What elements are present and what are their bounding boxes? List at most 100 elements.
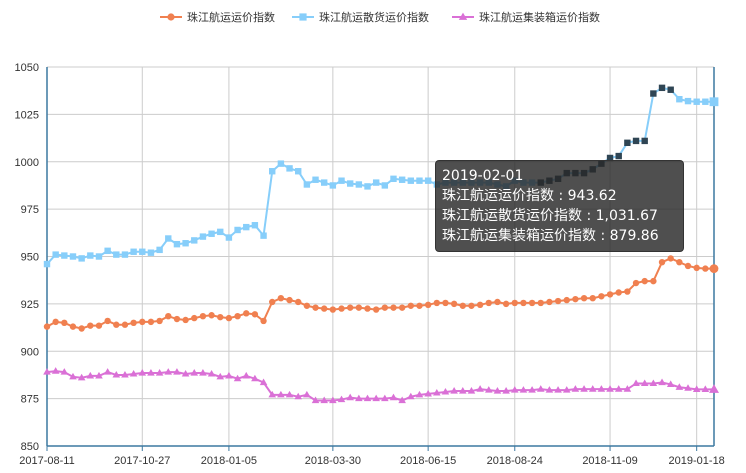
data-point <box>442 299 449 307</box>
x-tick-label: 2019-01-18 <box>669 455 725 467</box>
data-point <box>641 137 648 145</box>
data-point <box>121 321 129 328</box>
data-point <box>87 252 94 259</box>
data-point <box>650 277 657 285</box>
data-point <box>165 312 172 320</box>
data-point <box>416 177 423 184</box>
data-point <box>207 369 216 377</box>
data-point <box>164 368 173 375</box>
x-tick-label: 2017-08-11 <box>19 455 74 467</box>
data-point <box>199 233 207 240</box>
data-point <box>709 97 719 107</box>
x-tick-label: 2018-08-24 <box>487 455 543 467</box>
tooltip-value: 879.86 <box>609 228 659 244</box>
data-point <box>572 295 579 303</box>
data-point <box>199 312 207 320</box>
data-point <box>632 137 640 145</box>
data-point <box>242 371 251 379</box>
data-point <box>450 387 458 394</box>
data-point <box>692 385 701 392</box>
data-point <box>182 316 189 324</box>
chart-legend[interactable]: 珠江航运运价指数 珠江航运散货运价指数 珠江航运集装箱运价指数 <box>160 10 600 24</box>
data-point <box>632 379 640 387</box>
data-point <box>684 262 692 270</box>
data-point <box>562 386 571 393</box>
data-point <box>173 240 181 248</box>
data-point <box>173 315 181 323</box>
y-tick-label: 1050 <box>15 62 39 74</box>
data-point <box>667 255 674 262</box>
data-point <box>702 98 709 105</box>
data-point <box>191 314 198 322</box>
data-point <box>78 325 85 332</box>
data-point <box>121 370 129 378</box>
data-point <box>199 369 207 376</box>
data-point <box>190 369 199 376</box>
data-point <box>225 371 233 379</box>
data-point <box>320 396 328 404</box>
data-point <box>355 304 363 311</box>
data-point <box>571 385 580 392</box>
data-point <box>467 387 476 394</box>
data-point <box>251 374 259 382</box>
data-point <box>338 305 345 312</box>
y-tick-label: 975 <box>21 204 39 216</box>
data-point <box>701 385 710 392</box>
data-point <box>355 394 363 402</box>
x-tick-label: 2018-03-30 <box>305 455 361 467</box>
x-tick-label: 2018-01-05 <box>201 455 257 467</box>
y-tick-label: 1025 <box>15 109 39 121</box>
data-point <box>510 386 519 393</box>
data-point <box>113 321 120 328</box>
data-point <box>52 318 59 326</box>
data-point <box>233 374 242 382</box>
data-point <box>156 246 163 254</box>
data-point <box>606 385 614 392</box>
data-point <box>77 373 86 381</box>
data-point <box>519 386 528 393</box>
data-point <box>86 371 95 379</box>
data-point <box>658 378 666 386</box>
data-point <box>225 234 233 241</box>
data-point <box>389 393 398 401</box>
data-point <box>320 305 328 312</box>
data-point <box>588 385 597 392</box>
legend-label: 珠江航运运价指数 <box>187 10 275 24</box>
data-point <box>372 179 380 186</box>
data-point <box>650 90 657 97</box>
data-point <box>494 298 501 306</box>
data-point <box>138 369 147 376</box>
data-point <box>225 314 233 322</box>
data-point <box>676 96 683 103</box>
data-point <box>415 390 424 398</box>
data-point <box>641 277 648 285</box>
data-point <box>563 296 570 304</box>
data-point <box>381 304 389 311</box>
data-point <box>407 177 415 184</box>
x-tick-label: 2017-10-27 <box>114 455 170 467</box>
data-point <box>511 299 518 307</box>
data-point <box>181 369 190 377</box>
data-point <box>615 152 622 160</box>
data-point <box>675 383 684 390</box>
series-line <box>46 370 714 402</box>
data-point <box>312 304 319 311</box>
data-point <box>234 226 241 234</box>
data-point <box>433 388 441 396</box>
tooltip-label: 珠江航运集装箱运价指数 : <box>442 228 610 244</box>
data-point <box>580 385 588 392</box>
data-point <box>60 368 69 375</box>
data-point <box>390 175 397 183</box>
data-point <box>165 235 172 242</box>
data-point <box>624 288 631 295</box>
data-point <box>554 386 562 393</box>
data-point <box>632 279 640 287</box>
data-point <box>424 301 432 309</box>
data-point <box>277 390 285 398</box>
data-point <box>320 179 328 186</box>
data-point <box>69 253 77 260</box>
data-point <box>130 319 137 327</box>
data-point <box>156 317 163 325</box>
data-tooltip: 2019-02-01 珠江航运运价指数 : 943.62 珠江航运散货运价指数 … <box>435 160 684 252</box>
data-point <box>303 181 311 188</box>
